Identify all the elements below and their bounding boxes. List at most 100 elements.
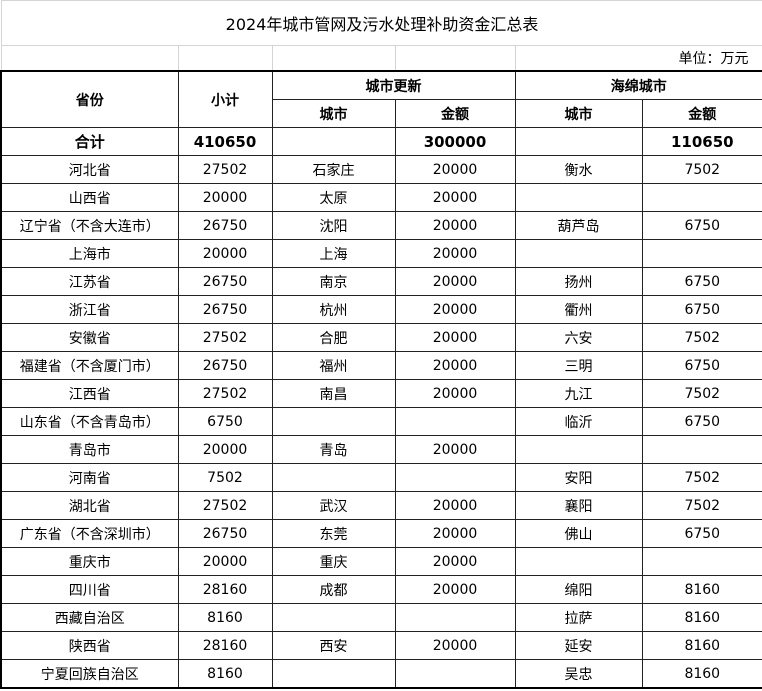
- province-cell: 福建省（不含厦门市）: [0, 351, 179, 380]
- table-row: 广东省（不含深圳市） 26750 东莞 20000 佛山 6750: [0, 519, 762, 548]
- sponge-city-cell: 衢州: [514, 295, 643, 324]
- sponge-amount-cell: 6750: [641, 211, 762, 240]
- renewal-city-cell: [271, 463, 396, 492]
- cell[interactable]: [177, 45, 273, 72]
- header-renewal-amount: 金额: [394, 99, 516, 128]
- sponge-amount-cell: 6750: [641, 295, 762, 324]
- sponge-amount-cell: 7502: [641, 379, 762, 408]
- province-cell: 西藏自治区: [0, 603, 179, 632]
- renewal-city-cell: 成都: [271, 575, 396, 604]
- subtotal-cell: 27502: [177, 323, 273, 352]
- renewal-city-cell: 福州: [271, 351, 396, 380]
- sponge-amount-cell: 8160: [641, 631, 762, 660]
- header-sponge-amount: 金额: [641, 99, 762, 128]
- renewal-city-cell: 石家庄: [271, 155, 396, 184]
- province-cell: 湖北省: [0, 491, 179, 520]
- province-cell: 重庆市: [0, 547, 179, 576]
- sponge-amount-cell: 8160: [641, 575, 762, 604]
- sponge-amount-cell: [641, 239, 762, 268]
- renewal-amount-cell: 20000: [394, 379, 516, 408]
- sponge-city-cell: [514, 183, 643, 212]
- province-cell: 山东省（不含青岛市）: [0, 407, 179, 436]
- cell[interactable]: [394, 45, 516, 72]
- cell[interactable]: [0, 45, 179, 72]
- renewal-amount-cell: [394, 463, 516, 492]
- renewal-city-cell: 合肥: [271, 323, 396, 352]
- subtotal-cell: 20000: [177, 183, 273, 212]
- table-row: 山东省（不含青岛市） 6750 临沂 6750: [0, 407, 762, 436]
- subtotal-cell: 26750: [177, 351, 273, 380]
- sponge-city-cell: [514, 547, 643, 576]
- renewal-amount-cell: 20000: [394, 547, 516, 576]
- total-subtotal: 410650: [177, 127, 273, 156]
- renewal-amount-cell: 20000: [394, 491, 516, 520]
- province-cell: 青岛市: [0, 435, 179, 464]
- sponge-amount-cell: 8160: [641, 659, 762, 689]
- table-row: 宁夏回族自治区 8160 吴忠 8160: [0, 659, 762, 689]
- total-sponge-amount: 110650: [641, 127, 762, 156]
- table-row: 河南省 7502 安阳 7502: [0, 463, 762, 492]
- renewal-city-cell: 上海: [271, 239, 396, 268]
- province-cell: 四川省: [0, 575, 179, 604]
- table-row: 西藏自治区 8160 拉萨 8160: [0, 603, 762, 632]
- province-cell: 河南省: [0, 463, 179, 492]
- renewal-city-cell: 重庆: [271, 547, 396, 576]
- renewal-city-cell: 武汉: [271, 491, 396, 520]
- subtotal-cell: 28160: [177, 631, 273, 660]
- table-row: 安徽省 27502 合肥 20000 六安 7502: [0, 323, 762, 352]
- cell: [514, 127, 643, 156]
- subtotal-cell: 6750: [177, 407, 273, 436]
- sponge-city-cell: 绵阳: [514, 575, 643, 604]
- renewal-city-cell: 沈阳: [271, 211, 396, 240]
- table-row: 山西省 20000 太原 20000: [0, 183, 762, 212]
- sponge-amount-cell: 6750: [641, 267, 762, 296]
- subtotal-cell: 26750: [177, 295, 273, 324]
- renewal-amount-cell: 20000: [394, 575, 516, 604]
- header-urban-renewal: 城市更新: [271, 70, 516, 100]
- sponge-city-cell: 六安: [514, 323, 643, 352]
- renewal-amount-cell: 20000: [394, 295, 516, 324]
- renewal-city-cell: 青岛: [271, 435, 396, 464]
- renewal-city-cell: 南昌: [271, 379, 396, 408]
- renewal-amount-cell: 20000: [394, 267, 516, 296]
- cell[interactable]: [271, 45, 396, 72]
- sponge-amount-cell: [641, 435, 762, 464]
- subtotal-cell: 27502: [177, 379, 273, 408]
- sponge-city-cell: 襄阳: [514, 491, 643, 520]
- renewal-city-cell: 太原: [271, 183, 396, 212]
- sponge-amount-cell: 6750: [641, 407, 762, 436]
- province-cell: 陕西省: [0, 631, 179, 660]
- subtotal-cell: 26750: [177, 211, 273, 240]
- renewal-city-cell: [271, 407, 396, 436]
- subtotal-cell: 26750: [177, 519, 273, 548]
- sponge-amount-cell: 6750: [641, 351, 762, 380]
- province-cell: 上海市: [0, 239, 179, 268]
- renewal-amount-cell: [394, 407, 516, 436]
- header-province: 省份: [0, 70, 179, 128]
- table-row: 青岛市 20000 青岛 20000: [0, 435, 762, 464]
- sponge-city-cell: 拉萨: [514, 603, 643, 632]
- renewal-city-cell: [271, 603, 396, 632]
- sponge-city-cell: 安阳: [514, 463, 643, 492]
- province-cell: 江苏省: [0, 267, 179, 296]
- sponge-city-cell: [514, 239, 643, 268]
- table-row: 浙江省 26750 杭州 20000 衢州 6750: [0, 295, 762, 324]
- sponge-amount-cell: [641, 547, 762, 576]
- renewal-city-cell: 西安: [271, 631, 396, 660]
- subtotal-cell: 20000: [177, 547, 273, 576]
- province-cell: 浙江省: [0, 295, 179, 324]
- table-row: 福建省（不含厦门市） 26750 福州 20000 三明 6750: [0, 351, 762, 380]
- header-renewal-city: 城市: [271, 99, 396, 128]
- sponge-city-cell: 葫芦岛: [514, 211, 643, 240]
- province-cell: 河北省: [0, 155, 179, 184]
- province-cell: 宁夏回族自治区: [0, 659, 179, 689]
- table-row: 江苏省 26750 南京 20000 扬州 6750: [0, 267, 762, 296]
- renewal-amount-cell: 20000: [394, 211, 516, 240]
- province-cell: 广东省（不含深圳市）: [0, 519, 179, 548]
- sponge-amount-cell: 7502: [641, 155, 762, 184]
- sponge-city-cell: 佛山: [514, 519, 643, 548]
- subtotal-cell: 26750: [177, 267, 273, 296]
- province-cell: 安徽省: [0, 323, 179, 352]
- cell: [271, 127, 396, 156]
